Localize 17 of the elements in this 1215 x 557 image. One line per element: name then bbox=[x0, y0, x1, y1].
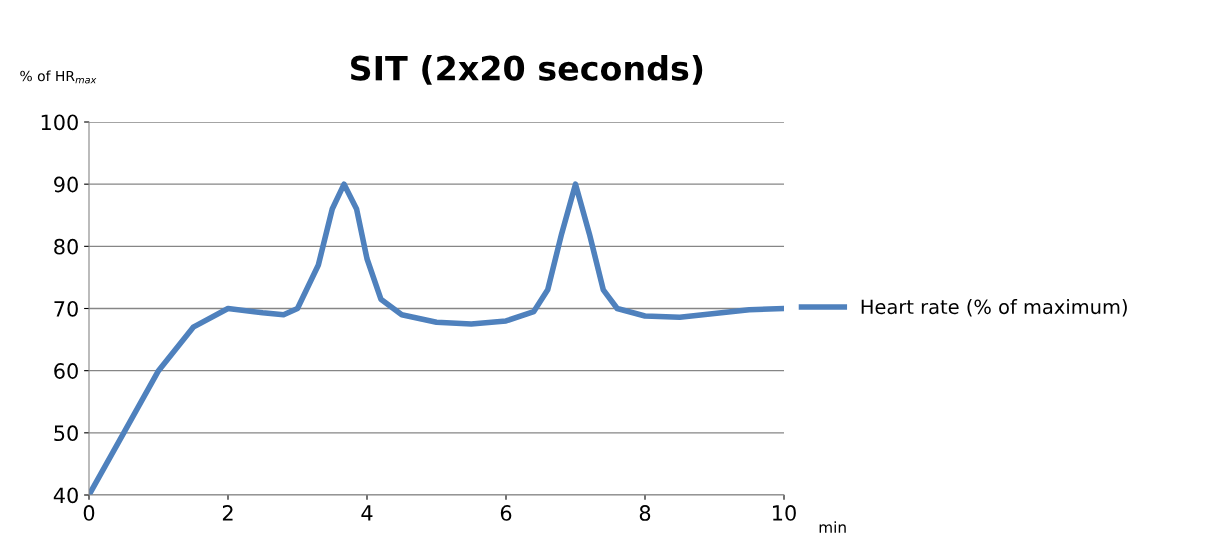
y-tick-label: 70 bbox=[54, 300, 78, 317]
y-tick-label: 90 bbox=[54, 176, 78, 193]
y-tick-label: 80 bbox=[54, 238, 78, 255]
y-tick-label: 50 bbox=[54, 425, 78, 442]
y-tick-label: 60 bbox=[54, 363, 78, 379]
x-tick-label: 6 bbox=[500, 505, 512, 521]
x-tick-label: 2 bbox=[222, 505, 233, 521]
x-tick-label: 8 bbox=[639, 505, 651, 521]
x-tick-label: 10 bbox=[773, 505, 796, 521]
y-tick-label: 40 bbox=[53, 487, 78, 504]
x-axis-title: min bbox=[819, 521, 846, 533]
legend-label: Heart rate (% of maximum) bbox=[861, 299, 1127, 317]
y-axis-title: % of HR$_{max}$ bbox=[20, 70, 97, 84]
y-tick-label: 100 bbox=[41, 114, 78, 131]
chart-title: SIT (2x20 seconds) bbox=[351, 55, 703, 85]
x-tick-label: 4 bbox=[361, 505, 373, 521]
x-tick-label: 0 bbox=[83, 505, 95, 521]
